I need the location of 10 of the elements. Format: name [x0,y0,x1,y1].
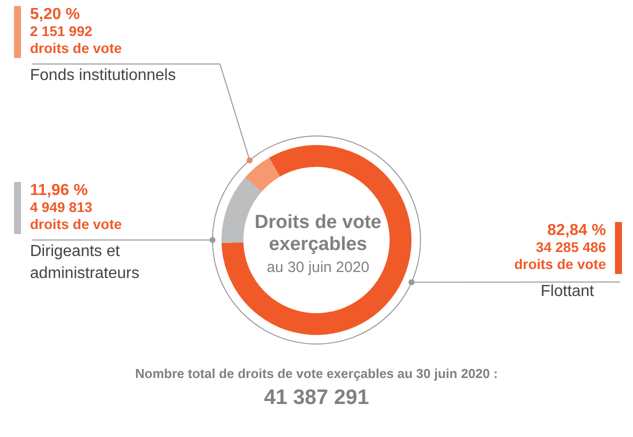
data-label: 5,20 % 2 151 992 droits de vote [30,6,123,57]
data-label: 11,96 % 4 949 813 droits de vote [30,182,123,233]
text: Nombre total de droits de vote exerçables au 30 juin 2020 : [134,366,499,381]
slice-label: Dirigeants et administrateurs [30,242,140,284]
text: Droits de vote exerçables [254,212,382,256]
text: 41 387 291 [262,386,370,410]
slice-label: Fonds institutionnels [30,66,177,86]
data-label: 82,84 % 34 285 486 droits de vote [513,222,606,273]
slice-label: Flottant [540,282,595,302]
text: au 30 juin 2020 [266,259,370,276]
